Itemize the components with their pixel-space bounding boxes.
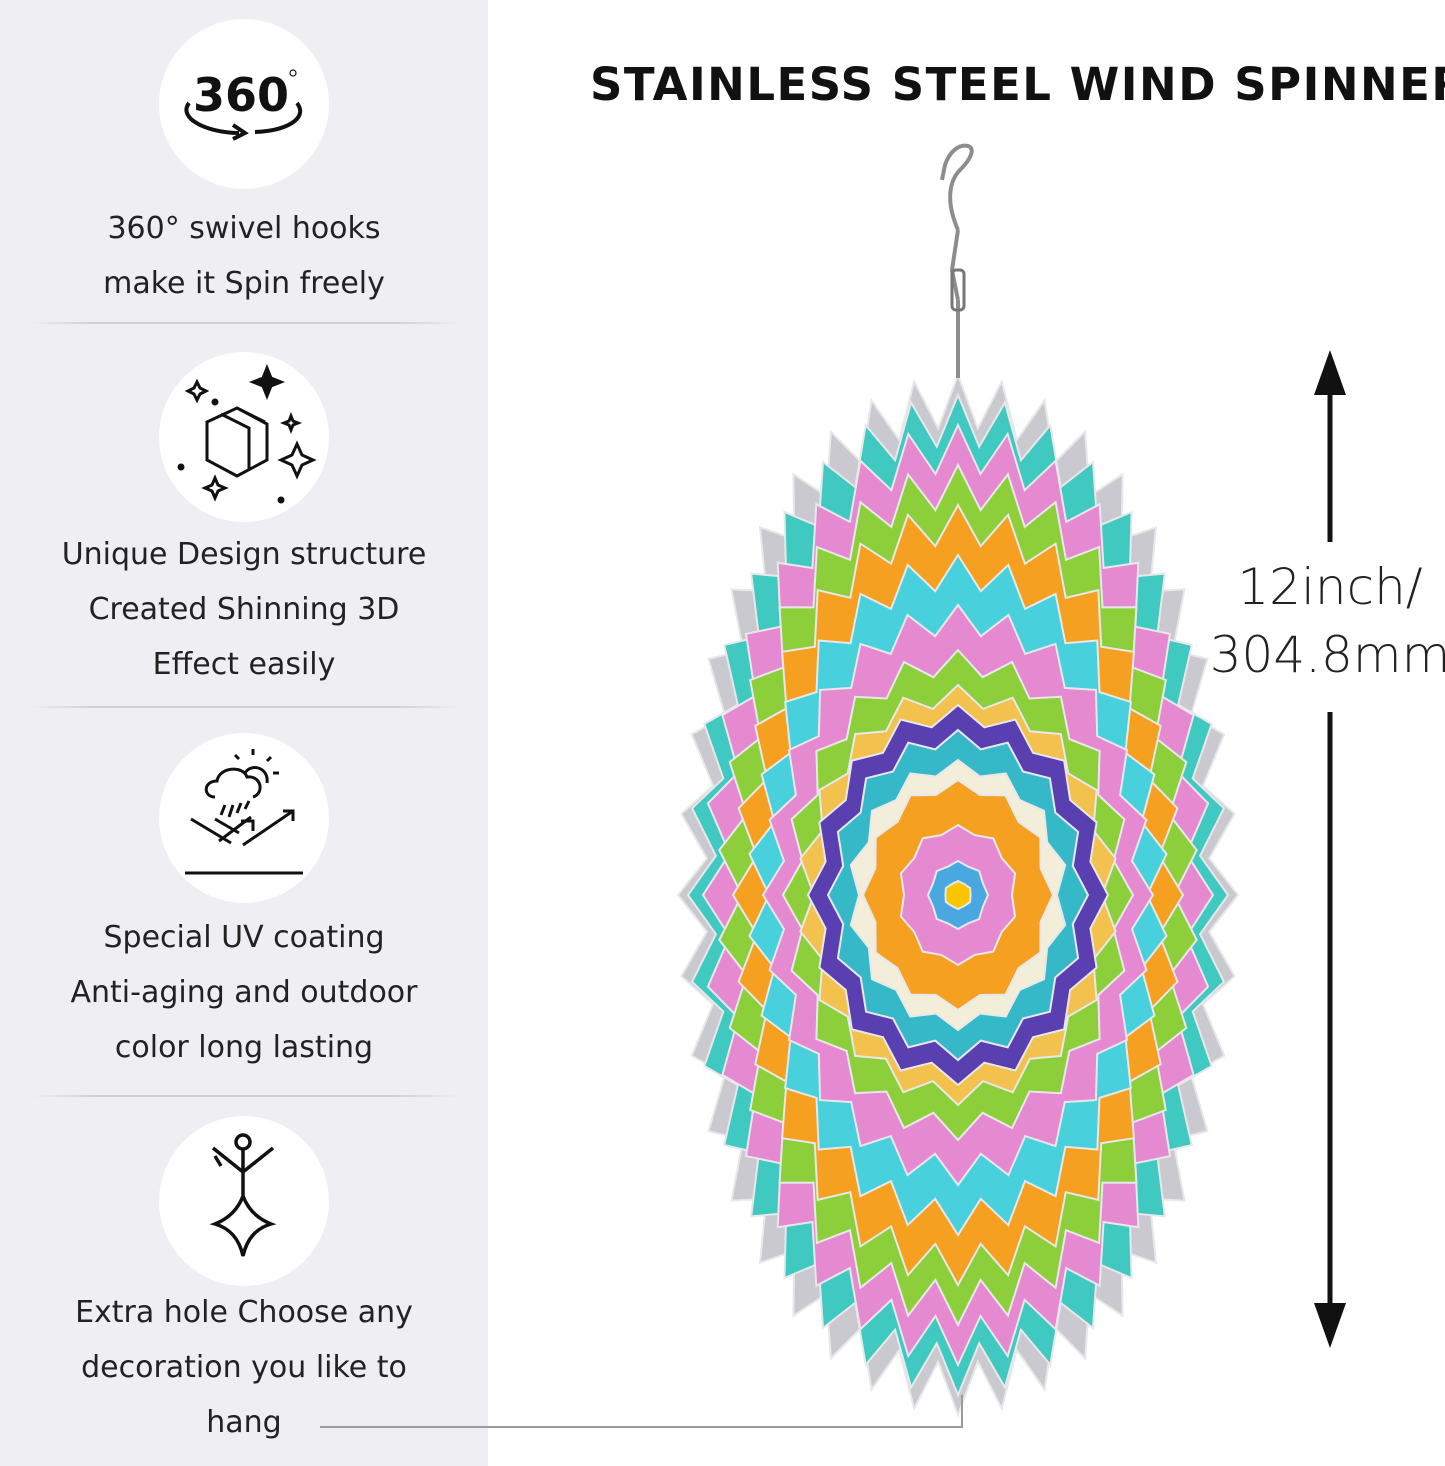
- swivel: [950, 268, 966, 312]
- wind-spinner-image: [676, 372, 1240, 1418]
- dimension-arrow: [1314, 350, 1346, 1348]
- hook: [940, 143, 974, 378]
- divider: [32, 1095, 458, 1097]
- sparkle-cube-icon: [159, 352, 329, 522]
- hanging-figure-icon: [159, 1116, 329, 1286]
- divider: [32, 706, 458, 708]
- leader-line: [320, 1395, 963, 1428]
- svg-text:360: 360: [193, 68, 289, 122]
- spinner-layer: [944, 879, 972, 911]
- feature-hole-text: Extra hole Choose any decoration you like…: [75, 1295, 413, 1440]
- divider: [32, 322, 458, 324]
- dimension-mm: 304.8mm: [1209, 626, 1445, 684]
- rotate-360-icon: 360: [159, 19, 329, 189]
- page-title: STAINLESS STEEL WIND SPINNER: [590, 58, 1445, 111]
- feature-design-text: Unique Design structure Created Shinning …: [61, 537, 427, 682]
- feature-swivel-text: 360° swivel hooks make it Spin freely: [103, 211, 385, 301]
- weather-resistant-icon: [159, 733, 329, 903]
- dimension-inch: 12inch/: [1237, 558, 1423, 616]
- feature-uv-text: Special UV coating Anti-aging and outdoor…: [70, 920, 418, 1065]
